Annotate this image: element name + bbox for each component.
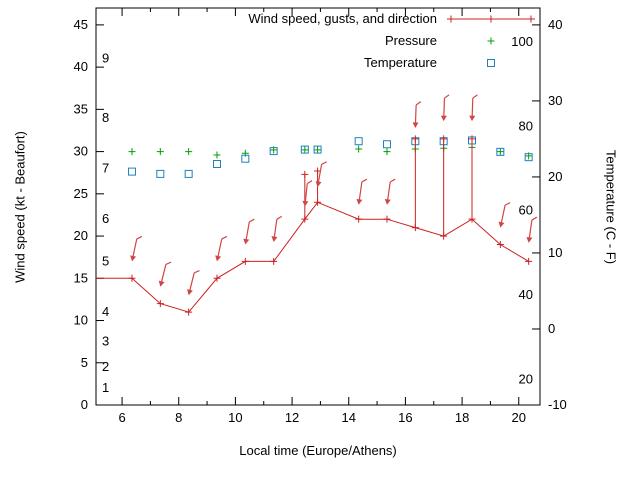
wind-direction-arrow-icon [215,235,228,262]
svg-text:20: 20 [519,372,533,387]
svg-text:40: 40 [519,287,533,302]
svg-text:40: 40 [548,17,562,32]
svg-text:9: 9 [102,51,109,66]
wind-direction-arrow-icon [526,216,538,243]
svg-text:20: 20 [548,169,562,184]
svg-text:5: 5 [81,355,88,370]
y-right-axis-title: Temperature (C - F) [603,149,619,265]
legend-label-temperature: Temperature [364,55,437,70]
svg-text:-10: -10 [548,397,567,412]
wind-direction-arrow-icon [130,235,143,262]
svg-text:16: 16 [398,410,412,425]
svg-text:15: 15 [74,270,88,285]
wind-direction-arrow-icon [469,94,478,122]
x-axis [121,8,520,405]
svg-text:30: 30 [548,93,562,108]
svg-text:100: 100 [511,34,533,49]
wind-direction-arrow-icon [440,94,450,122]
plot-border [95,7,541,406]
svg-text:8: 8 [102,110,109,125]
legend-wind-line-plus-icon [447,15,535,23]
svg-text:10: 10 [228,410,242,425]
legend-temperature-square-icon [487,59,495,67]
y-left-axis-title: Wind speed (kt - Beaufort) [12,131,28,283]
legend-entry-pressure: Pressure [96,30,540,52]
svg-text:12: 12 [285,410,299,425]
svg-text:10: 10 [548,245,562,260]
svg-text:6: 6 [102,211,109,226]
wind-direction-arrow-icon [243,218,255,245]
svg-text:8: 8 [175,410,182,425]
svg-text:30: 30 [74,144,88,159]
svg-text:20: 20 [512,410,526,425]
legend-pressure-plus-icon [487,37,495,45]
wind-direction-arrow-icon [356,178,368,205]
svg-text:45: 45 [74,17,88,32]
y-right-tick-labels: -10 0 10 20 30 40 20 40 60 80 100 [511,17,567,412]
svg-text:6: 6 [118,410,125,425]
wind-direction-arrow-icon [315,161,327,188]
svg-text:3: 3 [102,334,109,349]
svg-text:25: 25 [74,186,88,201]
y-axis-right [532,24,540,406]
wind-direction-arrow-icon [187,270,200,296]
svg-text:0: 0 [548,321,555,336]
svg-text:35: 35 [74,101,88,116]
x-tick-labels: 6 8 10 12 14 16 18 20 [118,410,526,425]
svg-text:80: 80 [519,118,533,133]
wind-direction-arrow-icon [158,261,172,287]
wind-direction-arrow-icon [271,215,283,242]
svg-text:2: 2 [102,359,109,374]
svg-text:14: 14 [342,410,356,425]
svg-text:4: 4 [102,304,109,319]
legend-label-wind: Wind speed, gusts, and direction [248,11,437,26]
legend-label-pressure: Pressure [384,33,437,48]
wind-direction-arrows [130,94,538,296]
svg-text:18: 18 [455,410,469,425]
svg-text:20: 20 [74,228,88,243]
svg-text:60: 60 [519,203,533,218]
x-axis-title: Local time (Europe/Athens) [239,443,397,458]
legend-entry-wind: Wind speed, gusts, and direction [96,8,540,30]
svg-text:10: 10 [74,313,88,328]
wind-direction-arrow-icon [302,180,313,207]
wind-direction-arrow-icon [412,101,422,128]
wind-direction-arrow-icon [498,202,511,228]
svg-text:5: 5 [102,253,109,268]
svg-text:40: 40 [74,59,88,74]
legend-entry-temperature: Temperature [96,52,540,74]
svg-text:0: 0 [81,397,88,412]
svg-text:7: 7 [102,160,109,175]
wind-series [96,135,533,316]
chart-legend: Wind speed, gusts, and direction Pressur… [96,8,540,78]
svg-text:1: 1 [102,380,109,395]
wind-direction-arrow-icon [384,178,396,205]
